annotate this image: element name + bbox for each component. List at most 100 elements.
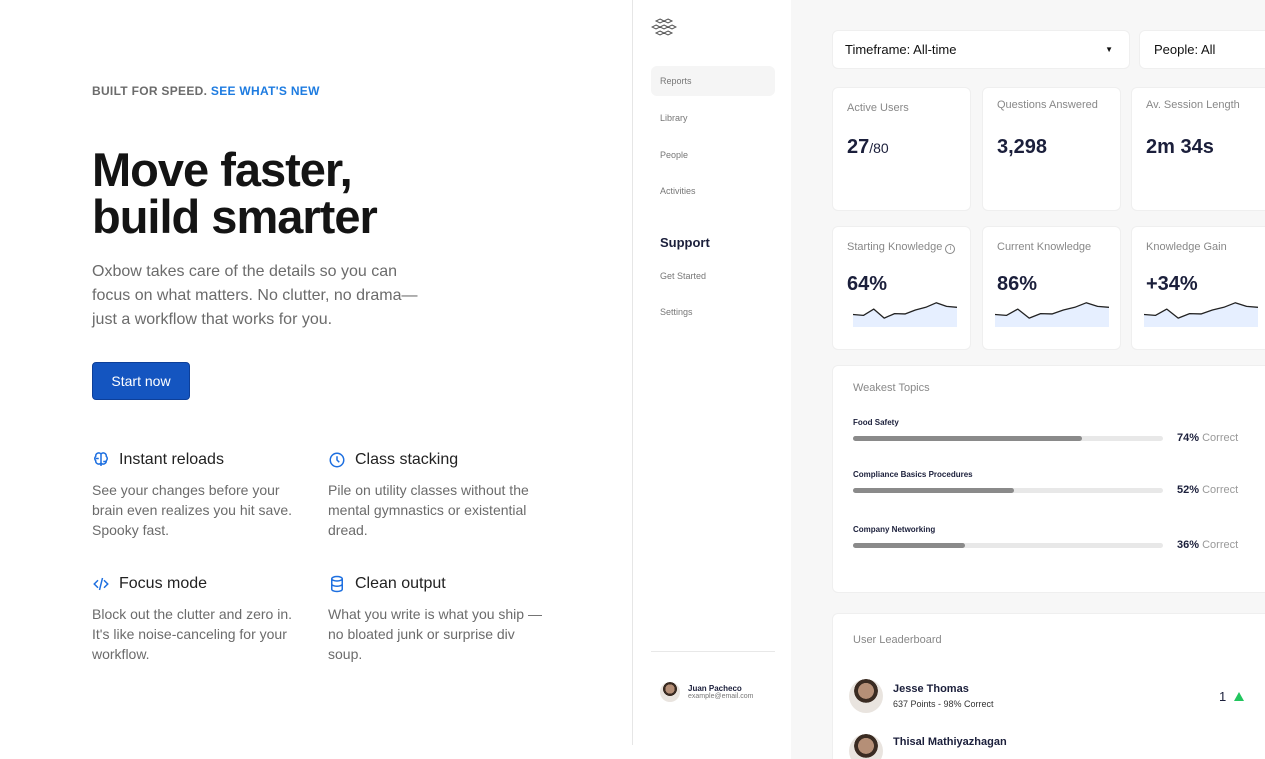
sidebar-item-library[interactable]: Library bbox=[660, 113, 688, 123]
card-title: User Leaderboard bbox=[853, 634, 942, 646]
stat-value: 2m 34s bbox=[1146, 136, 1214, 158]
database-icon bbox=[331, 575, 343, 593]
user-name[interactable]: Thisal Mathiyazhagan bbox=[893, 736, 1007, 748]
weakest-topics-card: Weakest Topics Food Safety 74% Correct Com… bbox=[832, 365, 1265, 593]
rank: 1 bbox=[1219, 689, 1227, 704]
user-profile[interactable]: Juan Pacheco example@email.com bbox=[660, 682, 753, 702]
stat-label: Av. Session Length bbox=[1146, 99, 1240, 111]
topic-name: Compliance Basics Procedures bbox=[853, 470, 973, 479]
stat-label-text: Starting Knowledge bbox=[847, 241, 943, 253]
avatar bbox=[849, 734, 883, 759]
user-email: example@email.com bbox=[688, 693, 754, 700]
timeframe-value: Timeframe: All-time bbox=[845, 42, 957, 57]
user-name: Juan Pacheco bbox=[688, 684, 742, 693]
caret-down-icon: ▼ bbox=[1105, 45, 1113, 54]
sparkline-area bbox=[853, 302, 957, 327]
stat-value-suffix: /80 bbox=[869, 140, 889, 156]
topic-progress-fill bbox=[853, 488, 1015, 493]
sidebar-divider bbox=[651, 651, 775, 652]
sidebar-item-get-started[interactable]: Get Started bbox=[660, 271, 707, 281]
stat-knowledge-gain: Knowledge Gain +34% bbox=[1131, 226, 1265, 350]
topic-name: Company Networking bbox=[853, 525, 936, 534]
stat-questions-answered: Questions Answered 3,298 bbox=[982, 87, 1121, 211]
sparkline-line bbox=[1144, 302, 1258, 319]
avatar bbox=[660, 682, 680, 702]
stat-label: Questions Answered bbox=[997, 99, 1098, 111]
feature-title: Instant reloads bbox=[119, 451, 224, 468]
feature-text: Block out the clutter and zero in. It's … bbox=[92, 606, 292, 662]
feature-title: Clean output bbox=[355, 575, 446, 592]
stat-value-main: 27 bbox=[847, 136, 870, 158]
info-icon[interactable]: i bbox=[945, 244, 956, 254]
topic-percent-value: 74% bbox=[1177, 432, 1200, 444]
stat-value: +34% bbox=[1146, 273, 1198, 295]
topic-percent-label: Correct bbox=[1202, 432, 1239, 444]
hero-title: Move faster, build smarter bbox=[92, 146, 512, 240]
brain-icon bbox=[94, 452, 108, 466]
feature-text: What you write is what you ship — no blo… bbox=[328, 606, 542, 662]
user-name: Jesse Thomas bbox=[893, 683, 969, 695]
stat-label: Starting Knowledge i bbox=[847, 241, 956, 254]
sparkline bbox=[1144, 302, 1258, 327]
feature-text: See your changes before your brain even … bbox=[92, 482, 292, 538]
feature-clean-output: Clean output What you write is what you … bbox=[328, 574, 548, 664]
stat-value: 86% bbox=[997, 273, 1038, 295]
divider bbox=[632, 0, 633, 745]
stat-current-knowledge: Current Knowledge 86% bbox=[982, 226, 1121, 350]
feature-title: Class stacking bbox=[355, 451, 459, 468]
sidebar-item-activities[interactable]: Activities bbox=[660, 186, 696, 196]
dashboard-main: Timeframe: All-time ▼ People: All Active… bbox=[791, 0, 1265, 759]
eyebrow: BUILT FOR SPEED. SEE WHAT'S NEW bbox=[92, 84, 320, 98]
stat-value: 64% bbox=[847, 273, 888, 295]
feature-title: Focus mode bbox=[119, 575, 208, 592]
clock-icon bbox=[329, 452, 345, 468]
topic-percent-value: 52% bbox=[1177, 484, 1200, 496]
people-select[interactable]: People: All bbox=[1139, 30, 1265, 69]
topic-percent: 36% Correct bbox=[1177, 539, 1238, 551]
stat-label: Knowledge Gain bbox=[1146, 241, 1227, 253]
card-title: Weakest Topics bbox=[853, 382, 930, 394]
user-detail: 637 Points - 98% Correct bbox=[893, 699, 994, 709]
leaderboard-row[interactable]: Jesse Thomas 637 Points - 98% Correct bbox=[849, 679, 994, 713]
leaderboard-card: User Leaderboard Jesse Thomas 637 Points… bbox=[832, 613, 1265, 759]
sidebar-item-people[interactable]: People bbox=[660, 150, 689, 160]
avatar bbox=[849, 679, 883, 713]
hero-lead: Oxbow takes care of the details so you c… bbox=[92, 263, 418, 328]
stat-label: Current Knowledge bbox=[997, 241, 1092, 253]
sidebar: Reports Library People Activities Suppor… bbox=[633, 0, 791, 745]
stat-value: 27/80 bbox=[847, 136, 889, 159]
sparkline bbox=[853, 302, 957, 327]
support-heading: Support bbox=[660, 235, 710, 250]
feature-instant-reloads: Instant reloads See your changes before … bbox=[92, 450, 312, 540]
topic-percent-label: Correct bbox=[1202, 539, 1239, 551]
topic-percent: 74% Correct bbox=[1177, 432, 1238, 444]
stat-starting-knowledge: Starting Knowledge i 64% bbox=[832, 226, 971, 350]
sparkline-line bbox=[853, 302, 957, 319]
whats-new-link[interactable]: SEE WHAT'S NEW bbox=[210, 84, 320, 98]
feature-class-stacking: Class stacking Pile on utility classes w… bbox=[328, 450, 548, 540]
timeframe-select[interactable]: Timeframe: All-time ▼ bbox=[832, 30, 1130, 69]
title-line-1: Move faster, bbox=[92, 143, 353, 196]
stat-session-length: Av. Session Length 2m 34s bbox=[1131, 87, 1265, 211]
stat-label: Active Users bbox=[847, 102, 909, 114]
topic-progress-fill bbox=[853, 543, 965, 548]
people-value: People: All bbox=[1154, 42, 1216, 57]
marketing-panel: BUILT FOR SPEED. SEE WHAT'S NEW Move fas… bbox=[0, 0, 632, 759]
sparkline-line bbox=[995, 302, 1109, 319]
feature-focus-mode: Focus mode Block out the clutter and zer… bbox=[92, 574, 312, 664]
stat-value: 3,298 bbox=[997, 136, 1048, 158]
topic-name: Food Safety bbox=[853, 418, 899, 427]
start-now-button[interactable]: Start now bbox=[92, 362, 190, 400]
sidebar-item-settings[interactable]: Settings bbox=[660, 307, 693, 317]
topic-progress-fill bbox=[853, 436, 1083, 441]
topic-progress-bar bbox=[853, 436, 1163, 441]
topic-progress-bar bbox=[853, 543, 1163, 548]
title-line-2: build smarter bbox=[92, 190, 378, 243]
topic-progress-bar bbox=[853, 488, 1163, 493]
sparkline-area bbox=[1144, 302, 1258, 327]
stat-active-users: Active Users 27/80 bbox=[832, 87, 971, 211]
trend-up-icon bbox=[1234, 692, 1244, 701]
sidebar-item-reports[interactable]: Reports bbox=[651, 66, 775, 96]
topic-percent-label: Correct bbox=[1202, 484, 1239, 496]
sparkline bbox=[995, 302, 1109, 327]
